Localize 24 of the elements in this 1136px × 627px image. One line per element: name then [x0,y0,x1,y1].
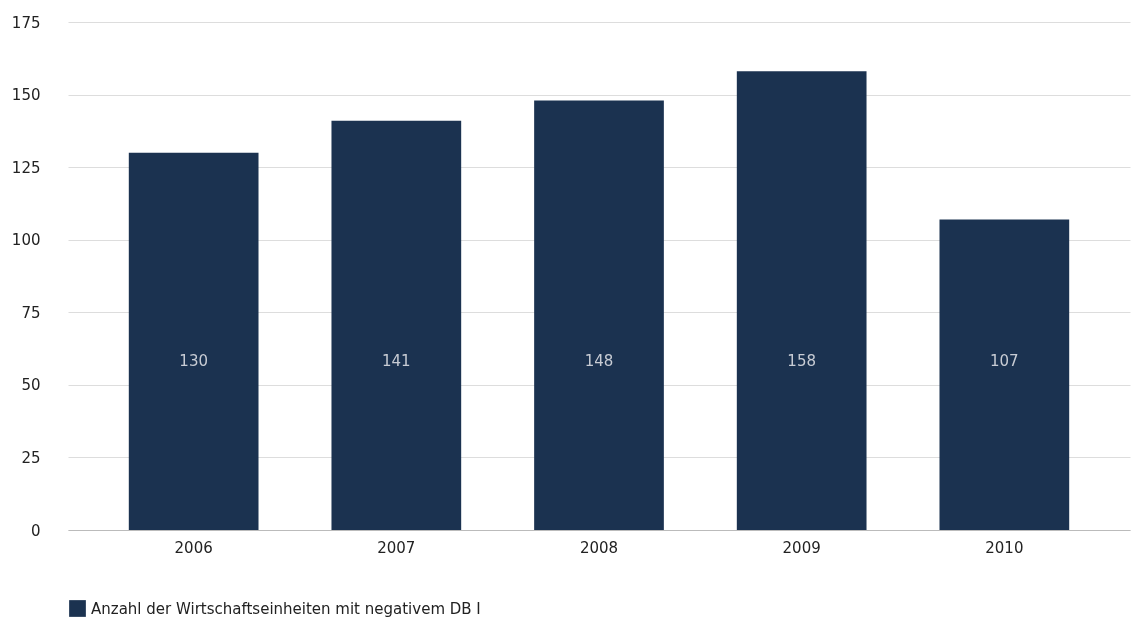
x-tick-label: 2007 [377,538,416,557]
data-label: 158 [787,351,816,370]
x-tick-label: 2006 [174,538,213,557]
bar [939,219,1070,530]
y-tick-label: 125 [11,158,41,177]
data-label: 130 [179,351,208,370]
bar [128,152,259,530]
legend-label: Anzahl der Wirtschaftseinheiten mit negativem DB I [91,599,481,618]
x-tick-label: 2009 [782,538,821,557]
bar [736,71,867,530]
data-label: 148 [584,351,614,370]
bar [534,100,664,530]
y-tick-label: 25 [21,448,41,467]
bar [331,120,462,530]
x-tick-label: 2008 [579,538,619,557]
x-tick-label: 2010 [985,538,1024,557]
data-label: 107 [990,351,1019,370]
data-label: 141 [382,351,411,370]
y-tick-label: 150 [11,86,41,105]
y-tick-label: 50 [21,376,41,395]
y-tick-label: 100 [11,231,41,250]
y-tick-label: 75 [21,303,41,322]
y-tick-label: 175 [11,13,41,32]
y-tick-label: 0 [30,521,41,540]
